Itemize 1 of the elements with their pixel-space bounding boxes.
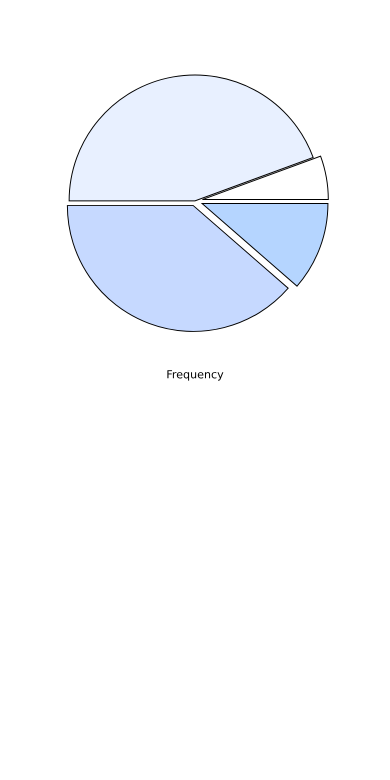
text: Frequency	[167, 370, 224, 381]
